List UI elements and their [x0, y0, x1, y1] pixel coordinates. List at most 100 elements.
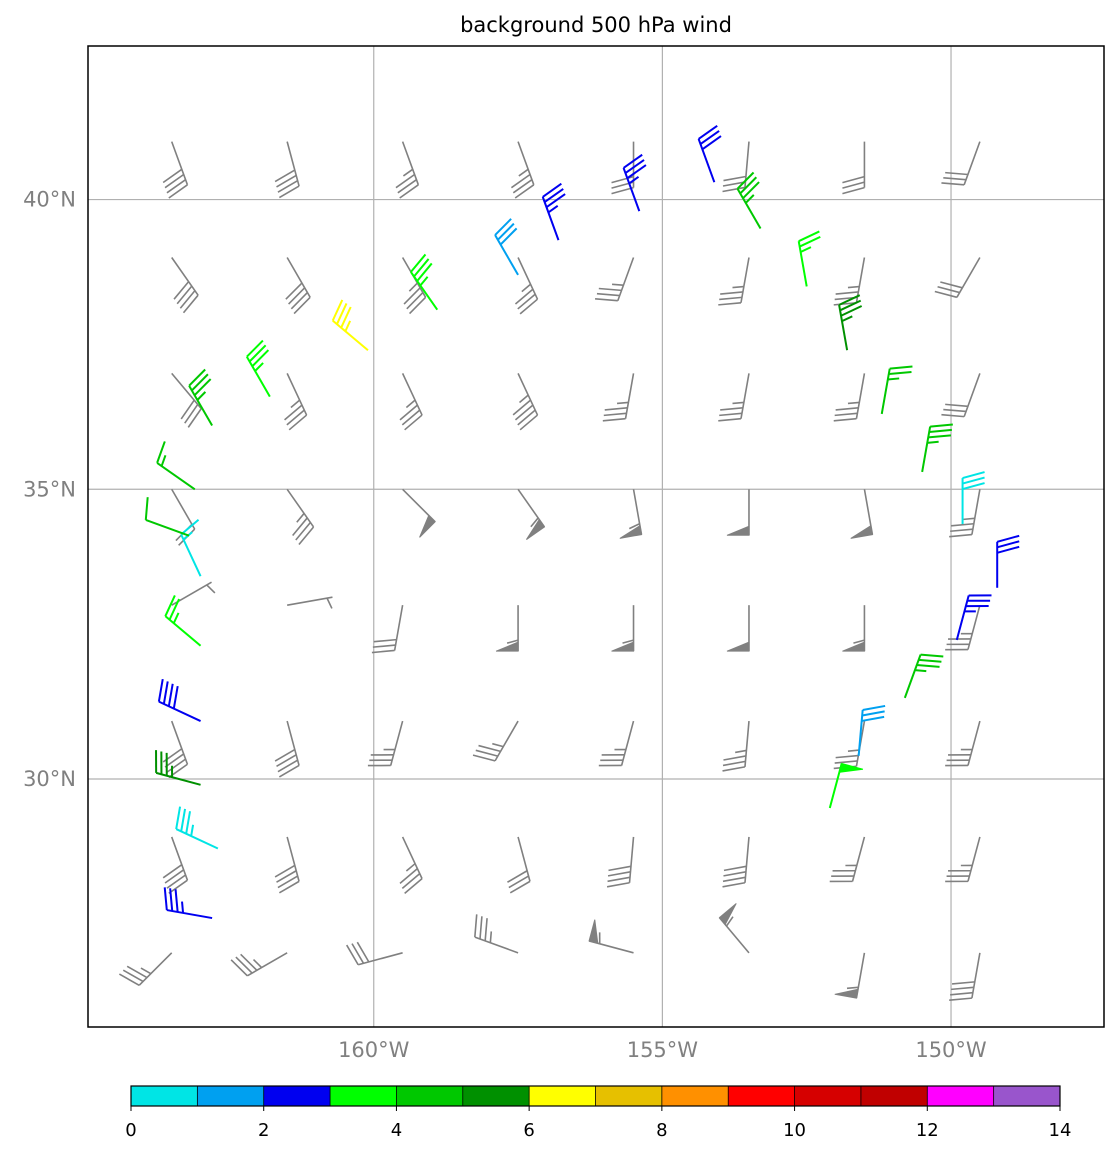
y-tick-label: 30°N: [23, 767, 76, 791]
background-wind-barb: [284, 373, 308, 431]
highlighted-wind-barb: [996, 534, 1020, 588]
background-wind-barb: [171, 257, 199, 314]
background-wind-barb: [20, 817, 74, 847]
colorbar-tick-label: 6: [523, 1120, 534, 1141]
background-wind-barb: [850, 489, 874, 539]
colorbar-segment: [330, 1086, 397, 1106]
background-wind-barb: [274, 720, 300, 778]
background-wind-barb: [20, 237, 74, 267]
background-wind-barb: [517, 488, 546, 540]
colorbar-segment: [993, 1086, 1061, 1106]
background-wind-barb: [274, 836, 300, 894]
colorbar-tick-label: 2: [258, 1120, 269, 1141]
background-wind-barb: [399, 836, 423, 894]
background-wind-barb: [945, 604, 981, 651]
colorbar-segment: [197, 1086, 265, 1106]
highlighted-wind-barb: [880, 365, 913, 415]
x-tick-label: 150°W: [915, 1038, 987, 1062]
colorbar-segment: [462, 1086, 530, 1106]
highlighted-wind-barb: [163, 887, 213, 920]
highlighted-wind-barb: [857, 704, 886, 756]
plot-frame: [87, 45, 1105, 1028]
background-wind-barb: [514, 257, 539, 315]
colorbar-tick-label: 10: [783, 1120, 806, 1141]
background-wind-barb: [833, 373, 866, 422]
background-wind-barb: [285, 257, 311, 315]
colorbar-segment: [661, 1086, 729, 1106]
colorbar-segment: [263, 1086, 331, 1106]
background-wind-barb: [611, 605, 635, 652]
colorbar-tick-label: 4: [391, 1120, 402, 1141]
background-wind-barb: [594, 257, 635, 302]
highlighted-wind-barb: [697, 124, 722, 183]
background-wind-barb: [718, 373, 750, 422]
highlighted-wind-barb: [245, 339, 271, 398]
highlighted-wind-barb: [955, 594, 992, 641]
background-wind-barb: [371, 605, 404, 654]
background-wind-barb: [941, 141, 981, 186]
background-wind-barb: [171, 372, 202, 428]
highlighted-wind-barb: [144, 497, 190, 537]
highlighted-wind-barb: [797, 230, 821, 287]
x-tick-label: 160°W: [338, 1038, 410, 1062]
highlighted-wind-barb: [541, 182, 566, 241]
highlighted-wind-barb: [175, 806, 219, 850]
highlighted-wind-barb: [828, 762, 864, 809]
background-wind-barb: [718, 903, 750, 954]
background-wind-barb: [833, 257, 866, 306]
background-wind-barb: [402, 488, 436, 538]
background-wind-barb: [399, 373, 423, 431]
background-wind-barb: [286, 488, 315, 546]
highlighted-wind-barb: [838, 294, 863, 351]
background-wind-barb: [287, 596, 333, 609]
highlighted-wind-barb: [736, 171, 762, 230]
highlighted-wind-barb: [155, 750, 201, 786]
background-wind-barb: [20, 701, 74, 731]
background-wind-barb: [602, 373, 635, 422]
background-wind-barb: [512, 373, 539, 431]
y-tick-label: 35°N: [23, 477, 76, 501]
background-wind-barb: [20, 122, 74, 152]
background-wind-barb: [945, 720, 981, 767]
highlighted-wind-barb: [180, 519, 202, 577]
background-wind-barb: [162, 836, 189, 894]
colorbar-tick-label: 8: [656, 1120, 667, 1141]
background-wind-barb: [945, 836, 981, 883]
background-wind-barb: [20, 585, 74, 615]
background-wind-barb: [598, 720, 635, 767]
colorbar-frame: [130, 1085, 1061, 1107]
colorbar-segment: [396, 1086, 464, 1106]
background-wind-barb: [507, 836, 531, 894]
colorbar-tick-label: 14: [1049, 1120, 1072, 1141]
highlighted-wind-barb: [157, 678, 201, 722]
highlighted-wind-barb: [622, 153, 647, 212]
background-wind-barb: [274, 141, 300, 199]
colorbar-segment: [529, 1086, 596, 1106]
background-wind-barb: [949, 952, 981, 1002]
x-tick-label: 155°W: [627, 1038, 699, 1062]
background-wind-barb: [842, 141, 866, 195]
highlighted-wind-barb: [903, 653, 944, 699]
background-wind-barb: [20, 933, 74, 963]
background-wind-barb: [367, 720, 404, 767]
background-wind-barb: [20, 353, 74, 383]
y-tick-label: 40°N: [23, 188, 76, 212]
background-wind-barb: [842, 605, 866, 652]
background-wind-barb: [619, 489, 643, 539]
highlighted-wind-barb: [410, 253, 439, 311]
highlighted-wind-barb: [961, 471, 985, 525]
background-wind-barb: [474, 914, 519, 954]
background-wind-barb: [118, 952, 173, 987]
colorbar-tick-label: 12: [916, 1120, 939, 1141]
background-wind-barb: [726, 489, 750, 536]
colorbar-segment: [595, 1086, 663, 1106]
background-wind-barb: [718, 257, 750, 306]
highlighted-wind-barb: [921, 423, 953, 473]
background-wind-barb: [510, 141, 535, 199]
background-wind-barb: [949, 489, 981, 538]
background-wind-barb: [495, 605, 519, 652]
background-wind-barb: [722, 720, 750, 772]
background-wind-barb: [722, 836, 750, 888]
background-wind-barb: [346, 941, 403, 966]
